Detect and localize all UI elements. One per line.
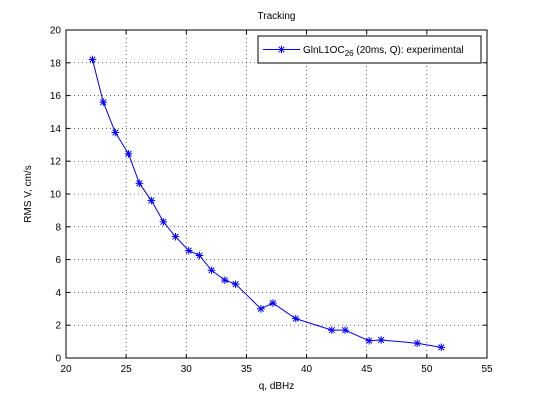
x-tick-label: 35 [241,364,253,375]
data-point [437,343,446,352]
asterisk-stroke [414,340,421,347]
x-tick-label: 30 [181,364,193,375]
asterisk-stroke [292,315,299,322]
legend-entry-subscript: 26 [345,49,354,58]
asterisk-stroke [232,281,239,288]
data-point [341,326,349,334]
asterisk-stroke [341,326,349,334]
data-point [269,299,277,307]
series-line [91,59,442,348]
y-tick-label: 12 [50,157,62,168]
legend-asterisk [277,45,286,54]
data-point [231,280,240,288]
asterisk-stroke [328,326,335,334]
asterisk-stroke [185,247,192,254]
legend: GlnL1OC26 (20ms, Q): experimental [257,35,482,64]
data-point [184,246,193,255]
asterisk-stroke [160,218,167,226]
axis-ticks: 20 25 30 35 40 45 50 55 0 2 4 6 8 10 12 14 16 18 20 [50,26,493,376]
asterisk-stroke [221,276,228,284]
y-tick-label: 10 [50,190,62,201]
asterisk-stroke [278,46,285,53]
legend-entry: GlnL1OC26 (20ms, Q): experimental [303,45,464,58]
legend-entry-main: GlnL1OC [303,45,345,56]
data-point [88,55,97,64]
legend-marker-icon [277,45,286,54]
grid [66,30,487,358]
data-point [159,218,168,226]
data-point [135,179,144,188]
asterisk-stroke [89,56,96,63]
y-tick-label: 18 [50,58,62,69]
y-axis-label: RMS V, cm/s [23,165,34,222]
data-point [220,276,229,284]
data-point [257,305,265,313]
data-point [99,98,108,106]
asterisk-stroke [438,344,445,351]
y-tick-label: 8 [55,222,61,233]
plot-frame [65,29,488,359]
asterisk-stroke [257,305,265,312]
data-point [413,339,422,348]
data-point [195,251,204,260]
asterisk-stroke [136,180,143,187]
x-tick-label: 55 [481,364,493,375]
asterisk-stroke [100,99,107,106]
asterisk-stroke [112,129,119,136]
x-axis-label: q, dBHz [259,381,295,392]
y-tick-label: 6 [55,255,61,266]
legend-entry-rest: (20ms, Q): experimental [354,45,464,56]
y-tick-label: 16 [50,91,62,102]
y-tick-label: 2 [55,321,61,332]
asterisk-stroke [172,233,179,240]
x-tick-label: 50 [421,364,433,375]
data-point [171,232,180,241]
data-point [377,336,385,344]
y-tick-label: 0 [55,354,61,365]
data-point [365,336,373,345]
asterisk-stroke [365,337,373,344]
asterisk-stroke [125,150,132,157]
asterisk-stroke [148,197,155,204]
data-point [328,326,336,334]
asterisk-stroke [377,336,385,344]
data-point [111,128,120,137]
data-point [124,150,133,158]
x-tick-label: 45 [361,364,373,375]
series-layer [88,55,446,352]
y-tick-label: 14 [50,124,62,135]
y-tick-label: 20 [50,26,62,37]
x-tick-label: 20 [60,364,72,375]
x-tick-label: 25 [121,364,133,375]
chart-title: Tracking [258,11,296,22]
data-point [207,266,216,275]
y-tick-label: 4 [55,288,61,299]
asterisk-stroke [208,267,215,274]
asterisk-stroke [269,299,277,307]
data-point [147,196,156,205]
asterisk-stroke [196,252,203,259]
x-tick-label: 40 [301,364,313,375]
data-point [291,314,300,323]
